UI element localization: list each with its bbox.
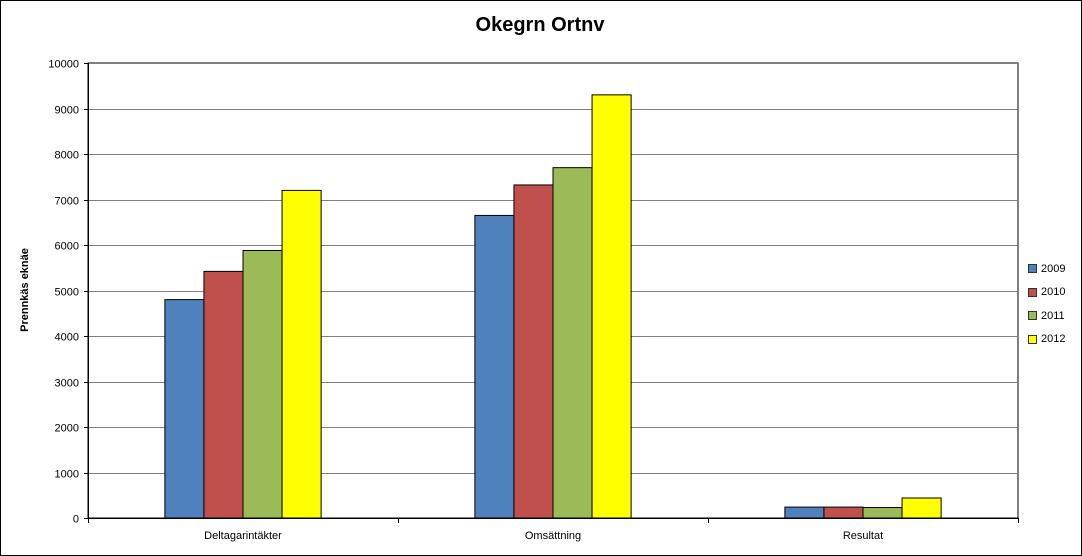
bar-2010 <box>513 184 554 519</box>
y-tick-label: 7000 <box>55 196 79 208</box>
y-tick-label: 6000 <box>55 241 79 253</box>
legend-item: 2011 <box>1028 304 1065 328</box>
y-tick-label: 10000 <box>48 59 79 71</box>
y-tick-label: 2000 <box>55 423 79 435</box>
bar-2009 <box>784 506 825 519</box>
legend-label: 2010 <box>1041 286 1066 299</box>
chart-title: Okegrn Ortnv <box>475 14 605 36</box>
legend-item: 2012 <box>1028 328 1065 352</box>
x-tick-label: Deltagarintäkter <box>204 530 282 542</box>
y-tick-label: 5000 <box>55 287 79 299</box>
legend-item: 2010 <box>1028 281 1065 305</box>
legend-item: 2009 <box>1028 257 1065 281</box>
bar-2012 <box>591 94 632 519</box>
bar-2011 <box>552 167 593 519</box>
y-tick-label: 8000 <box>55 150 79 162</box>
bar-2010 <box>203 270 244 519</box>
y-tick-label: 1000 <box>55 469 79 481</box>
x-tick-label: Resultat <box>843 530 883 542</box>
x-tick-label: Omsättning <box>525 530 581 542</box>
legend-label: 2012 <box>1041 333 1066 346</box>
legend-label: 2009 <box>1041 262 1066 275</box>
bar-2011 <box>862 507 903 519</box>
bar-2010 <box>823 506 864 519</box>
chart-legend: 2009 2010 2011 2012 <box>1028 257 1065 351</box>
legend-label: 2011 <box>1041 309 1065 322</box>
y-tick-label: 3000 <box>55 378 79 390</box>
y-tick-label: 0 <box>73 514 79 526</box>
legend-swatch <box>1028 311 1037 321</box>
legend-swatch <box>1028 334 1037 344</box>
y-tick-label: 9000 <box>55 105 79 117</box>
legend-swatch <box>1028 287 1037 297</box>
bar-2011 <box>242 249 283 519</box>
bar-2009 <box>164 299 205 519</box>
bar-2012 <box>281 189 322 519</box>
bar-2012 <box>901 497 942 519</box>
y-tick-label: 4000 <box>55 332 79 344</box>
bar-2009 <box>474 214 515 519</box>
legend-swatch <box>1028 264 1037 274</box>
